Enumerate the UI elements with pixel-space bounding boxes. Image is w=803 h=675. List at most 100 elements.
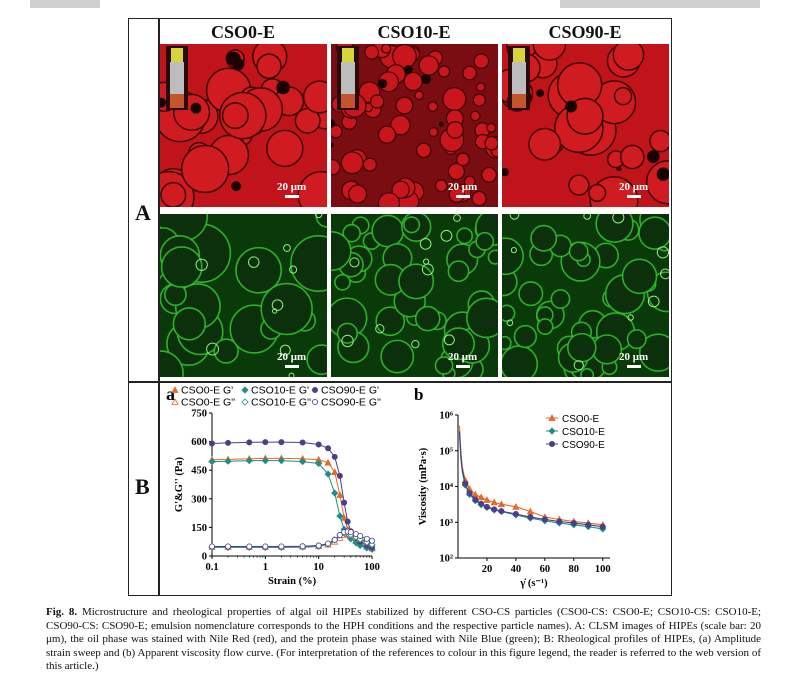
data-point: [347, 529, 354, 536]
data-point: [246, 543, 253, 550]
sample-vial-photo: [337, 46, 359, 110]
data-point: [299, 458, 307, 466]
data-point: [527, 514, 534, 521]
running-header-left: [30, 0, 100, 8]
nile-blue-micrograph-1: 20 μm: [160, 214, 327, 377]
data-point: [344, 518, 351, 525]
data-point: [331, 489, 339, 497]
data-point: [278, 439, 285, 446]
data-point: [324, 458, 332, 466]
data-point: [512, 502, 520, 510]
scale-bar-label: 20 μm: [277, 351, 307, 363]
data-point: [278, 543, 285, 550]
data-point: [357, 532, 364, 539]
y-tick-label: 450: [191, 466, 207, 477]
data-point: [336, 512, 344, 520]
data-point: [336, 532, 343, 539]
legend-label: CSO90-E: [562, 440, 605, 451]
data-point: [245, 457, 253, 465]
subpanel-a-label: a: [166, 384, 175, 404]
column-title-cso10: CSO10-E: [377, 22, 451, 42]
x-tick-label: 60: [540, 564, 551, 575]
scale-bar-line: [455, 195, 470, 198]
data-point: [478, 500, 485, 507]
data-point: [541, 516, 548, 523]
data-point: [490, 498, 498, 506]
scale-bar-line: [284, 365, 299, 368]
scale-bar-label: 20 μm: [448, 181, 478, 193]
scale-bar: 20 μm: [448, 181, 477, 198]
x-tick-label: 10: [313, 562, 324, 573]
subpanel-b-label: b: [414, 385, 423, 404]
y-tick-label: 10⁴: [439, 482, 454, 493]
data-point: [363, 535, 370, 542]
y-tick-label: 150: [191, 523, 207, 534]
scale-bar: 20 μm: [448, 351, 477, 368]
data-point: [225, 439, 232, 446]
legend-marker: [241, 386, 249, 394]
data-point: [324, 470, 332, 478]
data-point: [497, 500, 506, 508]
strain-sweep-chart: a 0 150 300 450 600 750 0.1 1 10 100 Strain (%) G'&G…: [166, 384, 381, 587]
data-point: [483, 503, 490, 510]
column-title-cso0: CSO0-E: [210, 22, 275, 42]
x-tick-label: 1: [263, 562, 268, 573]
nile-red-micrograph-3: 20 μm: [502, 44, 669, 207]
data-point: [570, 520, 577, 527]
scale-bar: 20 μm: [277, 181, 306, 198]
data-point: [336, 491, 344, 498]
sample-vial-photo: [508, 46, 530, 110]
x-axis-label: γ̇ (s⁻¹): [519, 578, 548, 589]
y-tick-label: 600: [191, 437, 207, 448]
x-tick-label: 20: [482, 564, 493, 575]
data-point: [277, 457, 285, 465]
y-tick-label: 750: [191, 409, 207, 420]
data-point: [325, 445, 332, 452]
y-tick-label: 10⁶: [439, 411, 453, 422]
scale-bar-label: 20 μm: [448, 351, 478, 363]
data-point: [341, 499, 348, 506]
legend-marker: [241, 398, 249, 406]
data-point: [526, 507, 535, 515]
data-point: [331, 468, 339, 476]
nile-red-micrograph-2: 20 μm: [331, 44, 498, 207]
data-point: [208, 458, 216, 466]
x-axis-label: Strain (%): [268, 576, 317, 587]
data-point: [336, 472, 343, 479]
scale-bar-label: 20 μm: [277, 181, 307, 193]
data-point: [246, 439, 253, 446]
scale-bar-label: 20 μm: [619, 351, 649, 363]
legend-marker: [171, 386, 179, 393]
y-tick-label: 10³: [439, 518, 453, 529]
data-point: [556, 518, 563, 525]
x-tick-label: 40: [511, 564, 522, 575]
nile-red-micrograph-1: 20 μm: [160, 44, 327, 207]
legend-marker: [548, 441, 555, 448]
y-axis-label: Viscosity (mPa·s): [418, 447, 429, 525]
viscosity-flow-chart: b 10² 10³ 10⁴ 10⁵ 10⁶ 20 40 60 80 100 γ̇ (s⁻¹) Visco…: [414, 385, 611, 589]
y-tick-label: 300: [191, 494, 207, 505]
caption-text: Microstructure and rheological propertie…: [46, 606, 762, 672]
y-tick-label: 0: [202, 552, 207, 563]
data-point: [261, 457, 269, 465]
nile-blue-micrograph-2: 20 μm: [331, 214, 498, 377]
y-axis-label: G'&G'' (Pa): [174, 456, 185, 512]
legend-marker: [548, 427, 556, 435]
data-point: [462, 480, 469, 487]
data-point: [299, 543, 306, 550]
scale-bar-line: [626, 195, 641, 198]
data-point: [299, 439, 306, 446]
legend-label: CSO0-E: [562, 414, 600, 425]
figure-caption: Fig. 8. Microstructure and rheological p…: [46, 606, 761, 674]
scale-bar-line: [455, 365, 470, 368]
data-point: [512, 511, 519, 518]
data-point: [477, 493, 485, 501]
y-tick-label: 10⁵: [439, 446, 453, 457]
panel-label-divider: [158, 18, 160, 596]
figure-frame: [128, 18, 672, 596]
scale-bar: 20 μm: [619, 351, 648, 368]
data-point: [331, 536, 338, 543]
nile-blue-micrograph-3: 20 μm: [502, 214, 669, 377]
scale-bar: 20 μm: [619, 181, 648, 198]
legend-label: CSO0-E G'': [181, 397, 235, 409]
